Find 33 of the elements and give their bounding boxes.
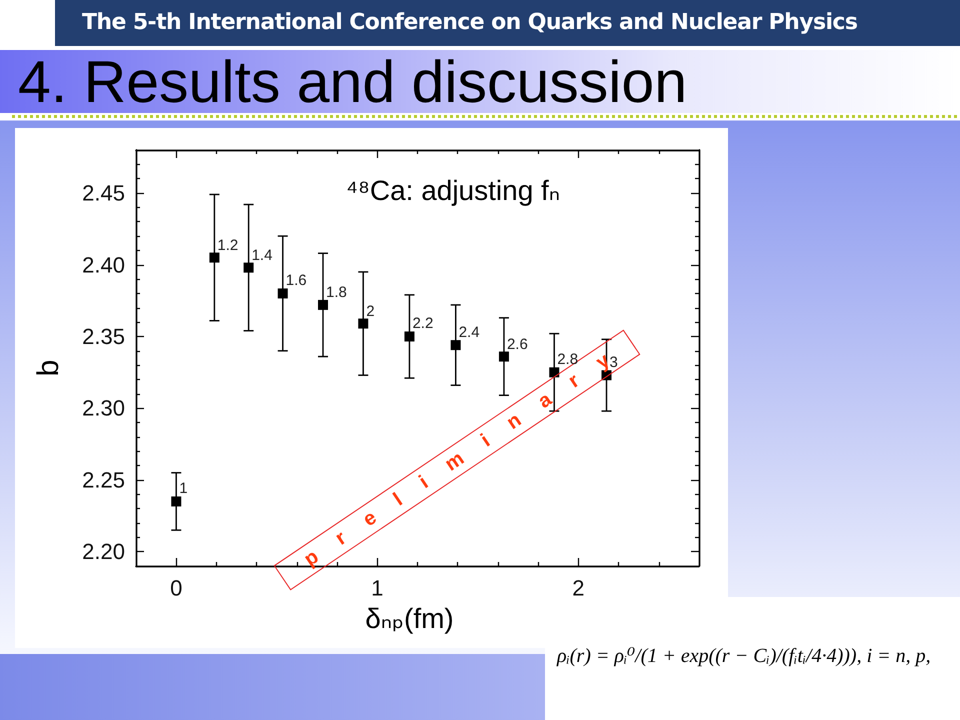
chart-subtitle: The 5-th International Conference on Quarks and Nuclear Physics — [82, 10, 858, 36]
annotation: 1.6 — [286, 272, 307, 290]
point — [318, 300, 328, 310]
annotation: 2.2 — [412, 315, 434, 332]
point — [404, 331, 414, 342]
annotation: 2.6 — [506, 336, 528, 353]
x-axis-title: δₙₚ(fm) — [365, 602, 454, 635]
annotation: ⁴⁸Ca: adjusting fₙ — [346, 174, 560, 208]
point — [209, 252, 220, 263]
y-tick-label: 2.20 — [82, 539, 125, 564]
point — [278, 288, 288, 298]
y-tick-label: 2.35 — [82, 324, 125, 349]
point — [549, 367, 560, 378]
annotation: 2.8 — [557, 351, 578, 368]
annotation: 3 — [610, 354, 618, 372]
y-tick-label: 2.30 — [82, 396, 125, 421]
point — [450, 340, 461, 350]
point — [358, 318, 368, 329]
y-tick-label: 2.40 — [82, 252, 125, 278]
y-tick-label: 2.45 — [82, 180, 125, 206]
point — [171, 496, 182, 506]
point — [244, 262, 254, 273]
point — [498, 352, 509, 362]
annotation: 1.8 — [326, 284, 347, 301]
chart-title: 4. Results and discussion — [18, 49, 688, 115]
annotation: 2 — [366, 302, 375, 320]
annotation: 1.2 — [217, 236, 238, 254]
x-tick-label: 0 — [170, 576, 182, 600]
text: ρᵢ(r) = ρᵢ⁰/(1 + exp((r − Cᵢ)/(fᵢtᵢ/4·4))), i = n, p, — [557, 644, 931, 668]
annotation: 1 — [179, 480, 188, 498]
y-tick-label: 2.25 — [82, 467, 125, 492]
y-axis-title: b — [32, 360, 66, 376]
annotation: 1.4 — [252, 246, 272, 264]
